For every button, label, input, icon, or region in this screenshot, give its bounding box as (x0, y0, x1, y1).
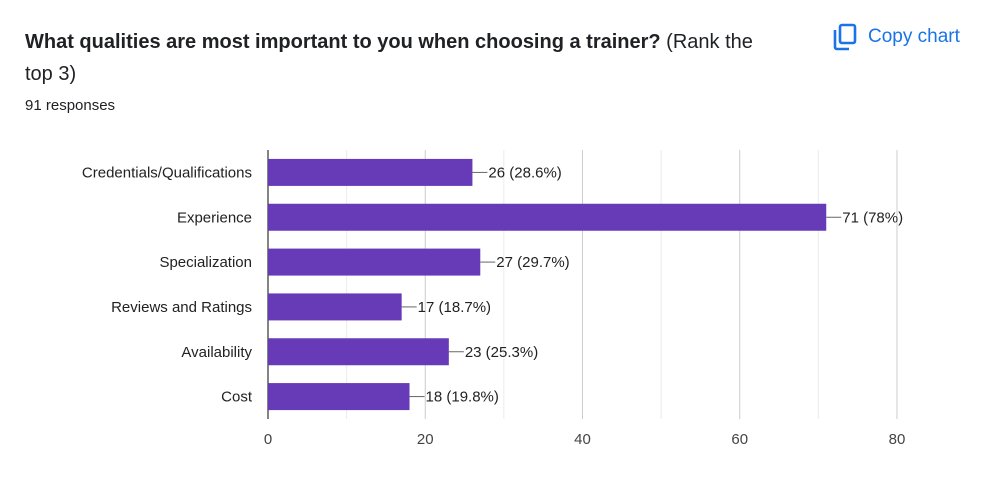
bar (268, 248, 481, 276)
category-label: Experience (177, 209, 252, 226)
data-label: 27 (29.7%) (496, 254, 569, 271)
copy-chart-button[interactable]: Copy chart (832, 20, 960, 54)
x-tick-label: 80 (889, 431, 906, 448)
bar (268, 158, 473, 186)
question-text: What qualities are most important to you… (25, 31, 661, 53)
x-tick-label: 0 (264, 431, 272, 448)
x-tick-label: 20 (417, 431, 434, 448)
data-label: 71 (78%) (842, 209, 903, 226)
question-note: (Rank the top 3) (25, 31, 753, 85)
data-label: 23 (25.3%) (465, 344, 538, 361)
copy-chart-label: Copy chart (868, 26, 960, 47)
chart-title: What qualities are most important to you… (25, 26, 785, 90)
category-label: Cost (221, 389, 253, 406)
bar (268, 293, 402, 321)
bar (268, 338, 449, 366)
data-label: 18 (19.8%) (426, 389, 499, 406)
bar (268, 383, 410, 411)
category-label: Credentials/Qualifications (82, 164, 252, 181)
data-label: 26 (28.6%) (488, 164, 561, 181)
x-tick-label: 60 (731, 431, 748, 448)
bar (268, 203, 827, 231)
category-label: Reviews and Ratings (111, 299, 252, 316)
response-count: 91 responses (25, 97, 116, 114)
category-label: Availability (181, 344, 252, 361)
data-label: 17 (18.7%) (418, 299, 491, 316)
x-tick-label: 40 (574, 431, 591, 448)
category-label: Specialization (159, 254, 252, 271)
copy-icon (832, 23, 858, 51)
